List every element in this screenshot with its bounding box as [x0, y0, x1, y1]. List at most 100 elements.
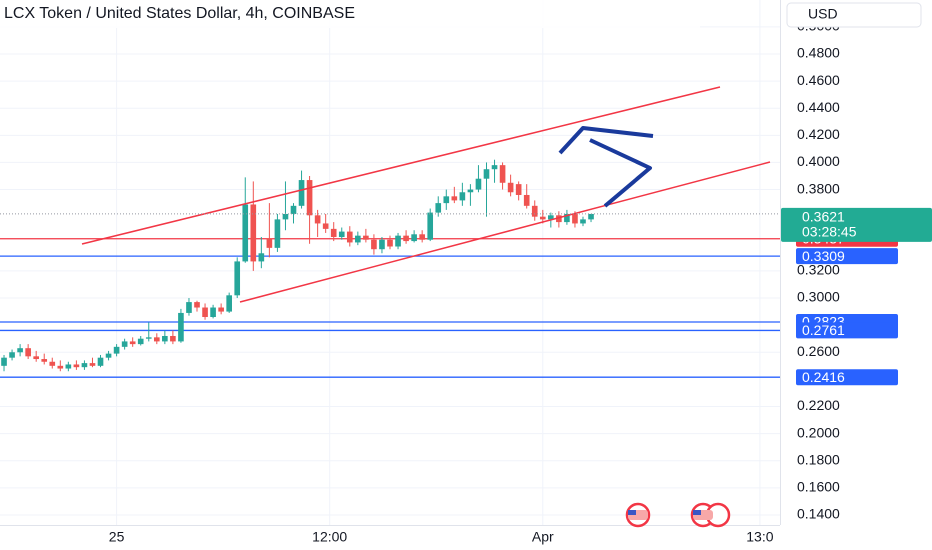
candle-body: [97, 357, 104, 366]
candle-body: [234, 261, 241, 296]
candle-body: [338, 231, 345, 238]
candle-body: [451, 196, 458, 201]
last-price-label: 0.3621: [802, 209, 845, 225]
candle-body: [194, 302, 200, 308]
candle-body: [483, 169, 490, 179]
y-tick-label: 0.2600: [797, 343, 840, 359]
candle-body: [290, 205, 297, 214]
title-backdrop: [0, 0, 700, 28]
y-tick-label: 0.3800: [797, 180, 840, 196]
candle-body: [499, 165, 506, 183]
y-tick-label: 0.1800: [797, 451, 840, 467]
candle-body: [81, 363, 88, 368]
y-tick-label: 0.4800: [797, 45, 840, 61]
candle-body: [322, 223, 329, 229]
candle-body: [371, 239, 377, 250]
candle-body: [411, 234, 417, 242]
y-tick-label: 0.4200: [797, 126, 840, 142]
candle-body: [298, 180, 305, 206]
y-tick-label: 0.2200: [797, 397, 840, 413]
candle-body: [89, 363, 96, 366]
candle-body: [523, 194, 530, 206]
candle-body: [427, 212, 434, 240]
candle-body: [226, 295, 232, 312]
candle-body: [266, 238, 273, 248]
flag-icon: [693, 510, 701, 515]
level-label: 0.2761: [802, 322, 845, 338]
candle-body: [282, 213, 289, 220]
candle-body: [459, 192, 466, 201]
x-tick-label: 12:00: [312, 529, 347, 545]
drawings: [81, 86, 771, 303]
candle-body: [25, 348, 31, 357]
y-tick-label: 0.3200: [797, 262, 840, 278]
candle-body: [1, 357, 7, 366]
candle-body: [475, 178, 482, 190]
candle-body: [443, 196, 450, 204]
candle-body: [274, 219, 281, 248]
channel-upper: [81, 86, 721, 245]
arrow-right: [589, 138, 652, 208]
candle-body: [507, 182, 514, 193]
channel-lower: [239, 161, 771, 303]
y-tick-label: 0.2000: [797, 424, 840, 440]
candle-body: [162, 335, 168, 342]
candle-body: [467, 189, 474, 193]
candle-body: [419, 234, 425, 240]
candle-body: [314, 215, 321, 224]
candle-body: [379, 239, 385, 250]
level-label: 0.3309: [802, 248, 845, 264]
y-tick-label: 0.4000: [797, 153, 840, 169]
candles: [1, 159, 594, 372]
candle-body: [129, 341, 136, 345]
candle-body: [65, 364, 72, 369]
candle-body: [572, 213, 578, 224]
y-tick-label: 0.1400: [797, 506, 840, 522]
candle-body: [121, 341, 128, 347]
candle-body: [564, 213, 570, 223]
candle-body: [9, 352, 15, 358]
event-flags: [625, 502, 731, 528]
candle-body: [531, 205, 538, 217]
countdown-label: 03:28:45: [802, 224, 857, 240]
y-tick-label: 0.4600: [797, 72, 840, 88]
candle-body: [363, 235, 369, 240]
candle-body: [49, 361, 56, 366]
candle-body: [137, 338, 144, 345]
grid: [0, 0, 780, 525]
candle-body: [178, 312, 184, 342]
candle-body: [73, 364, 80, 368]
level-label-box: [796, 248, 898, 265]
y-tick-label: 0.3000: [797, 289, 840, 305]
candle-body: [491, 165, 498, 170]
currency-label[interactable]: USD: [808, 6, 838, 22]
y-tick-label: 0.4400: [797, 99, 840, 115]
candle-body: [202, 307, 208, 318]
candle-body: [435, 203, 442, 213]
candle-body: [346, 231, 353, 243]
candle-body: [105, 353, 112, 358]
candle-body: [250, 204, 257, 262]
candle-body: [515, 184, 522, 195]
candle-body: [145, 337, 152, 339]
chart-title: LCX Token / United States Dollar, 4h, CO…: [4, 5, 355, 22]
candle-body: [548, 215, 554, 220]
candle-body: [57, 365, 64, 369]
level-label-box: [796, 322, 898, 339]
candle-body: [330, 228, 337, 238]
candle-body: [395, 235, 401, 247]
x-tick-label: 25: [109, 529, 125, 545]
candle-body: [355, 235, 361, 243]
candle-body: [403, 235, 409, 242]
time-axis: 25 12:00 Apr 13:0: [109, 529, 774, 545]
candle-body: [218, 307, 224, 312]
candle-body: [387, 239, 393, 247]
candle-body: [186, 302, 192, 313]
candle-body: [33, 356, 39, 360]
candle-body: [113, 346, 120, 354]
candle-body: [539, 216, 546, 220]
candle-body: [41, 359, 48, 362]
currency-button[interactable]: [786, 2, 922, 28]
